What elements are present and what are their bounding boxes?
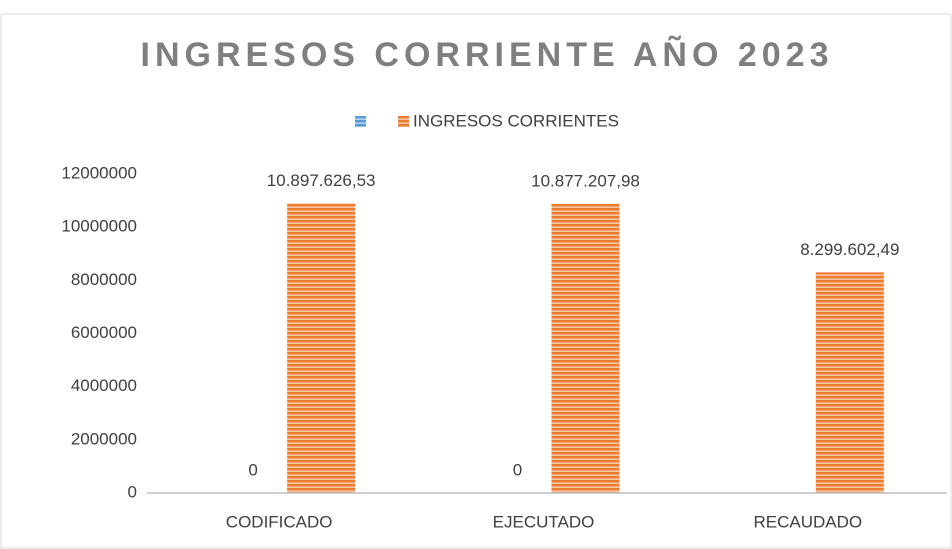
legend-label: INGRESOS CORRIENTES — [413, 111, 619, 130]
legend-swatch — [398, 116, 409, 127]
y-tick-label: 12000000 — [61, 163, 137, 182]
y-tick-label: 6000000 — [71, 323, 137, 342]
y-tick-label: 4000000 — [71, 376, 137, 395]
y-tick-label: 10000000 — [61, 217, 137, 236]
bar — [287, 203, 356, 494]
y-tick-label: 2000000 — [71, 429, 137, 448]
data-label: 0 — [248, 460, 257, 479]
x-tick-label: CODIFICADO — [226, 512, 333, 531]
data-label: 10.877.207,98 — [531, 171, 640, 190]
bar — [551, 203, 620, 494]
chart-title: INGRESOS CORRIENTE AÑO 2023 — [141, 36, 834, 74]
y-tick-label: 0 — [128, 482, 137, 501]
x-tick-label: RECAUDADO — [754, 512, 863, 531]
chart-border — [0, 13, 952, 549]
data-label: 8.299.602,49 — [800, 240, 899, 259]
data-label: 0 — [513, 460, 522, 479]
legend-swatch — [355, 116, 366, 127]
data-label: 10.897.626,53 — [267, 171, 376, 190]
x-tick-label: EJECUTADO — [493, 512, 595, 531]
y-tick-label: 8000000 — [71, 270, 137, 289]
bar — [815, 272, 884, 493]
